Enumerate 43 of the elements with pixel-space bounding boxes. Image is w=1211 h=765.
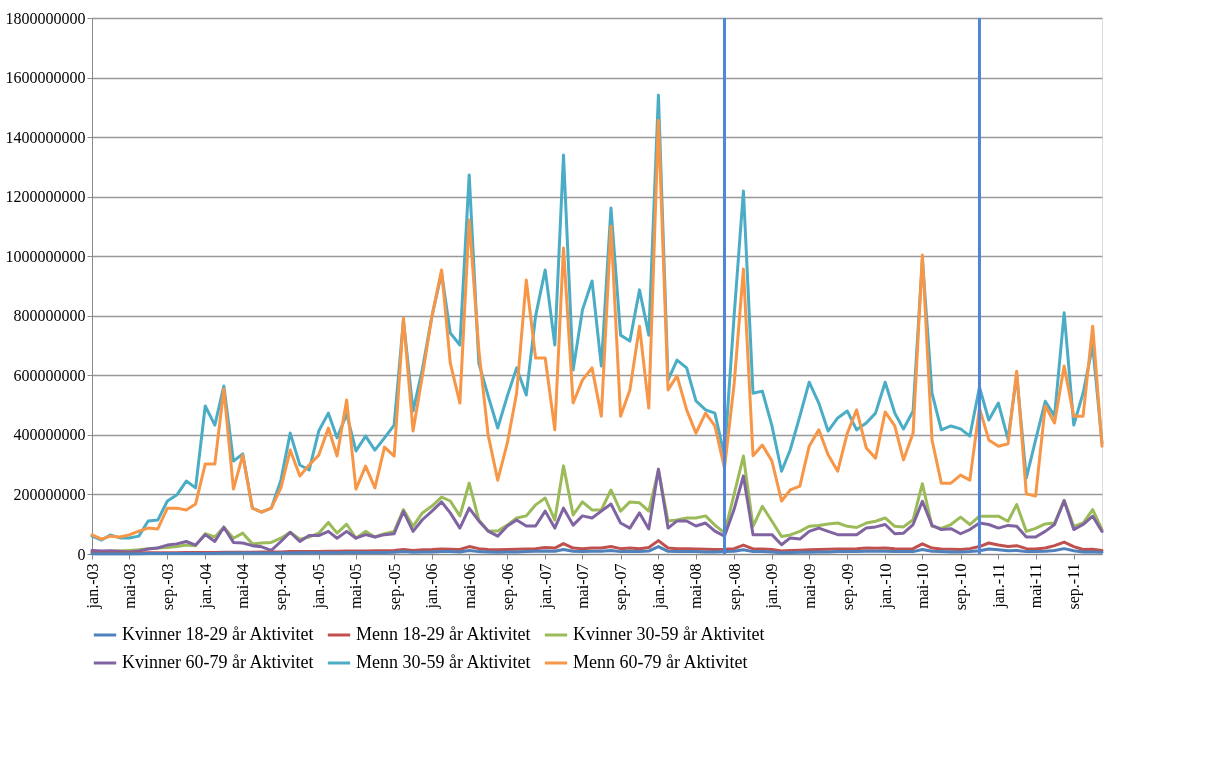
- x-tick-label: mai-03: [120, 563, 138, 609]
- x-tick-label: jan.-06: [423, 563, 442, 610]
- y-tick-label: 1200000000: [5, 188, 86, 206]
- x-tick-label: sep.-05: [385, 563, 404, 611]
- x-tick-label: jan.-09: [763, 563, 782, 610]
- y-tick-label: 1000000000: [5, 247, 86, 265]
- x-tick-label: jan.-10: [876, 563, 895, 610]
- x-tick-label: mai-05: [347, 563, 365, 609]
- x-tick-label: mai-07: [573, 563, 591, 609]
- x-tick-label: jan.-11: [989, 563, 1008, 609]
- legend-label: Menn 30-59 år Aktivitet: [356, 652, 531, 672]
- x-tick-label: jan.-03: [83, 563, 102, 610]
- x-tick-label: sep.-04: [272, 563, 291, 611]
- legend-label: Menn 18-29 år Aktivitet: [356, 624, 531, 644]
- y-tick-label: 0: [77, 545, 86, 563]
- legend-label: Kvinner 18-29 år Aktivitet: [122, 624, 314, 644]
- x-tick-label: mai-10: [913, 563, 931, 609]
- y-tick-label: 400000000: [13, 426, 86, 444]
- x-tick-label: sep.-07: [612, 563, 631, 611]
- y-tick-label: 1400000000: [5, 128, 86, 146]
- x-tick-label: mai-06: [460, 563, 478, 609]
- legend-label: Kvinner 30-59 år Aktivitet: [573, 624, 765, 644]
- y-tick-label: 200000000: [13, 485, 86, 503]
- x-tick-label: jan.-04: [196, 563, 215, 610]
- legend-label: Menn 60-79 år Aktivitet: [573, 652, 748, 672]
- x-tick-label: sep.-08: [725, 563, 744, 611]
- x-tick-label: mai-09: [800, 563, 818, 609]
- legend-label: Kvinner 60-79 år Aktivitet: [122, 652, 314, 672]
- y-tick-label: 1600000000: [5, 69, 86, 87]
- x-tick-label: sep.-11: [1065, 563, 1084, 610]
- x-tick-label: jan.-08: [649, 563, 668, 610]
- y-tick-label: 800000000: [13, 307, 86, 325]
- y-tick-label: 1800000000: [5, 9, 86, 27]
- x-tick-label: sep.-09: [838, 563, 857, 611]
- x-tick-label: jan.-07: [536, 563, 555, 610]
- x-tick-label: sep.-03: [158, 563, 177, 611]
- x-tick-label: jan.-05: [310, 563, 329, 610]
- x-tick-label: mai-08: [687, 563, 705, 609]
- x-tick-label: mai-04: [234, 563, 252, 609]
- y-tick-label: 600000000: [13, 366, 86, 384]
- x-tick-label: mai-11: [1027, 563, 1045, 609]
- x-tick-label: sep.-06: [498, 563, 517, 611]
- x-tick-label: sep.-10: [952, 563, 971, 611]
